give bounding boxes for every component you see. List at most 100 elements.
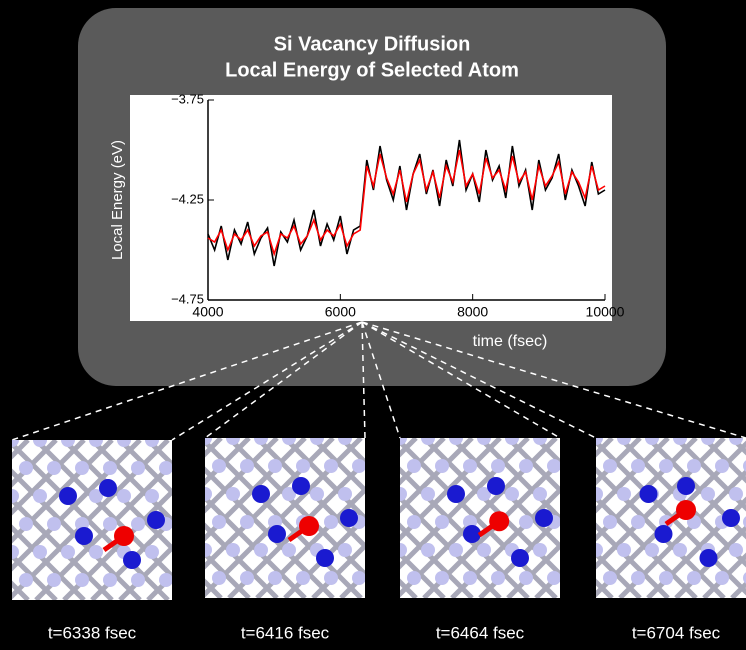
atom <box>240 571 254 585</box>
atom <box>145 489 159 503</box>
atom <box>212 459 226 473</box>
atom <box>407 459 421 473</box>
atom <box>240 515 254 529</box>
atom <box>159 573 173 587</box>
slide: Si Vacancy Diffusion Local Energy of Sel… <box>0 0 746 645</box>
atom <box>226 543 240 557</box>
x-tick-label: 8000 <box>457 304 488 320</box>
y-axis-label: Local Energy (eV) <box>109 140 126 260</box>
atom <box>519 571 533 585</box>
atom <box>421 487 435 501</box>
atom <box>435 515 449 529</box>
atom <box>75 573 89 587</box>
atom <box>673 543 687 557</box>
atom <box>47 573 61 587</box>
x-tick-label: 4000 <box>192 304 223 320</box>
atom-red <box>114 526 134 546</box>
atom <box>729 487 743 501</box>
atom <box>519 515 533 529</box>
atom-blue <box>316 549 334 567</box>
atom <box>268 571 282 585</box>
atom <box>603 515 617 529</box>
atom-blue <box>123 551 141 569</box>
atom-blue <box>700 549 718 567</box>
atom <box>547 459 561 473</box>
atom <box>603 459 617 473</box>
atom <box>715 571 729 585</box>
y-tick-label: −4.25 <box>171 191 204 206</box>
chart-title: Si Vacancy Diffusion <box>274 33 471 55</box>
atom-blue <box>268 525 286 543</box>
x-tick-label: 10000 <box>586 304 625 320</box>
atom-red <box>676 500 696 520</box>
snapshot-label: t=6464 fsec <box>436 623 525 642</box>
atom-blue <box>463 525 481 543</box>
atom <box>645 543 659 557</box>
atom <box>33 545 47 559</box>
snapshot-label: t=6704 fsec <box>632 623 721 642</box>
atom <box>268 459 282 473</box>
atom <box>729 543 743 557</box>
x-axis-label: time (fsec) <box>473 333 548 350</box>
atom <box>449 543 463 557</box>
atom <box>61 545 75 559</box>
atom <box>617 543 631 557</box>
atom <box>131 461 145 475</box>
atom <box>324 515 338 529</box>
atom <box>631 571 645 585</box>
atom <box>19 461 33 475</box>
atom <box>687 459 701 473</box>
atom <box>659 571 673 585</box>
atom <box>603 571 617 585</box>
atom <box>352 571 366 585</box>
atom <box>254 543 268 557</box>
atom <box>159 461 173 475</box>
atom-blue <box>487 477 505 495</box>
x-tick-label: 6000 <box>325 304 356 320</box>
atom-blue <box>640 485 658 503</box>
atom <box>435 459 449 473</box>
atom <box>533 543 547 557</box>
atom-blue <box>677 477 695 495</box>
atom <box>505 487 519 501</box>
atom <box>324 571 338 585</box>
atom <box>296 571 310 585</box>
atom <box>19 517 33 531</box>
atom <box>103 461 117 475</box>
atom <box>547 571 561 585</box>
snapshot-label: t=6338 fsec <box>48 623 137 642</box>
chart-subtitle: Local Energy of Selected Atom <box>225 59 519 81</box>
atom-red <box>299 516 319 536</box>
atom <box>131 517 145 531</box>
atom <box>103 573 117 587</box>
atom-blue <box>75 527 93 545</box>
atom <box>687 571 701 585</box>
atom-red <box>489 511 509 531</box>
atom-blue <box>340 509 358 527</box>
atom <box>338 543 352 557</box>
atom-blue <box>147 511 165 529</box>
atom <box>212 571 226 585</box>
atom-blue <box>99 479 117 497</box>
atom <box>533 487 547 501</box>
plot-background <box>130 95 612 321</box>
atom <box>421 543 435 557</box>
atom <box>435 571 449 585</box>
atom <box>631 515 645 529</box>
atom <box>226 487 240 501</box>
atom <box>477 543 491 557</box>
atom <box>145 545 159 559</box>
atom-blue <box>292 477 310 495</box>
atom <box>212 515 226 529</box>
atom <box>117 489 131 503</box>
atom <box>491 571 505 585</box>
atom <box>103 517 117 531</box>
atom <box>631 459 645 473</box>
atom-blue <box>511 549 529 567</box>
atom <box>131 573 145 587</box>
atom <box>282 543 296 557</box>
atom-blue <box>722 509 740 527</box>
atom <box>240 459 254 473</box>
atom <box>47 461 61 475</box>
atom <box>338 487 352 501</box>
